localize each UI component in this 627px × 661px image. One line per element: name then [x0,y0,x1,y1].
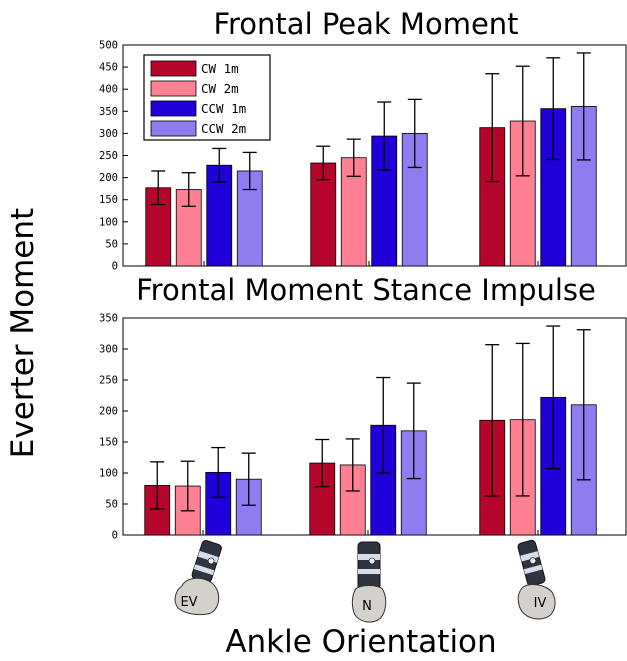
panel2-title: Frontal Moment Stance Impulse [136,273,596,307]
legend-label-ccw1m: CCW 1m [201,101,246,116]
panel2-ytick-label: 150 [99,437,118,449]
legend-label-ccw2m: CCW 2m [201,121,246,136]
panel1-ytick-label: 250 [99,150,118,162]
panel2-ytick-label: 200 [99,406,118,418]
panel1-ytick-label: 450 [99,62,118,74]
panel1-ytick-label: 0 [112,261,118,273]
panel2-ytick-label: 50 [105,499,118,511]
legend-swatch-cw1m [150,60,197,77]
foot-n-icon: N [351,541,387,623]
legend: CW 1m CW 2m CCW 1m CCW 2m [143,54,271,141]
foot-iv-label: IV [534,596,547,611]
legend-swatch-ccw2m [150,120,197,137]
bar-2-n-cw1m [309,462,336,536]
panel1-ytick-label: 350 [99,106,118,118]
panel1-ytick-label: 300 [99,128,118,140]
panel1-ytick-label: 400 [99,84,118,96]
foot-n-label: N [362,599,372,614]
foot-iv-icon: IV [517,539,556,620]
legend-swatch-ccw1m [150,100,197,117]
panel2-ytick-label: 350 [99,313,118,325]
x-axis-label: Ankle Orientation [225,624,496,660]
panel2-ytick-label: 0 [112,530,118,542]
panel1-ytick-label: 200 [99,172,118,184]
panel1-ytick-label: 100 [99,216,118,228]
foot-ev-label: EV [180,595,197,610]
legend-label-cw1m: CW 1m [201,61,239,76]
panel2-ytick-label: 250 [99,375,118,387]
foot-ev-icon: EV [174,540,222,616]
panel2-ytick-label: 300 [99,344,118,356]
panel1-title: Frontal Peak Moment [213,7,518,41]
panel2-plot: 0 50 100 150 200 250 300 350 [99,313,627,542]
panel1-ytick-label: 500 [99,40,118,52]
panel1-ytick-label: 50 [105,238,118,250]
legend-swatch-cw2m [150,80,197,97]
panel2-ytick-label: 100 [99,468,118,480]
panel1-plot: 0 50 100 150 200 250 300 350 400 450 500 [99,40,627,273]
legend-label-cw2m: CW 2m [201,81,239,96]
panel1-ytick-label: 150 [99,194,118,206]
y-axis-label: Everter Moment [5,208,41,458]
